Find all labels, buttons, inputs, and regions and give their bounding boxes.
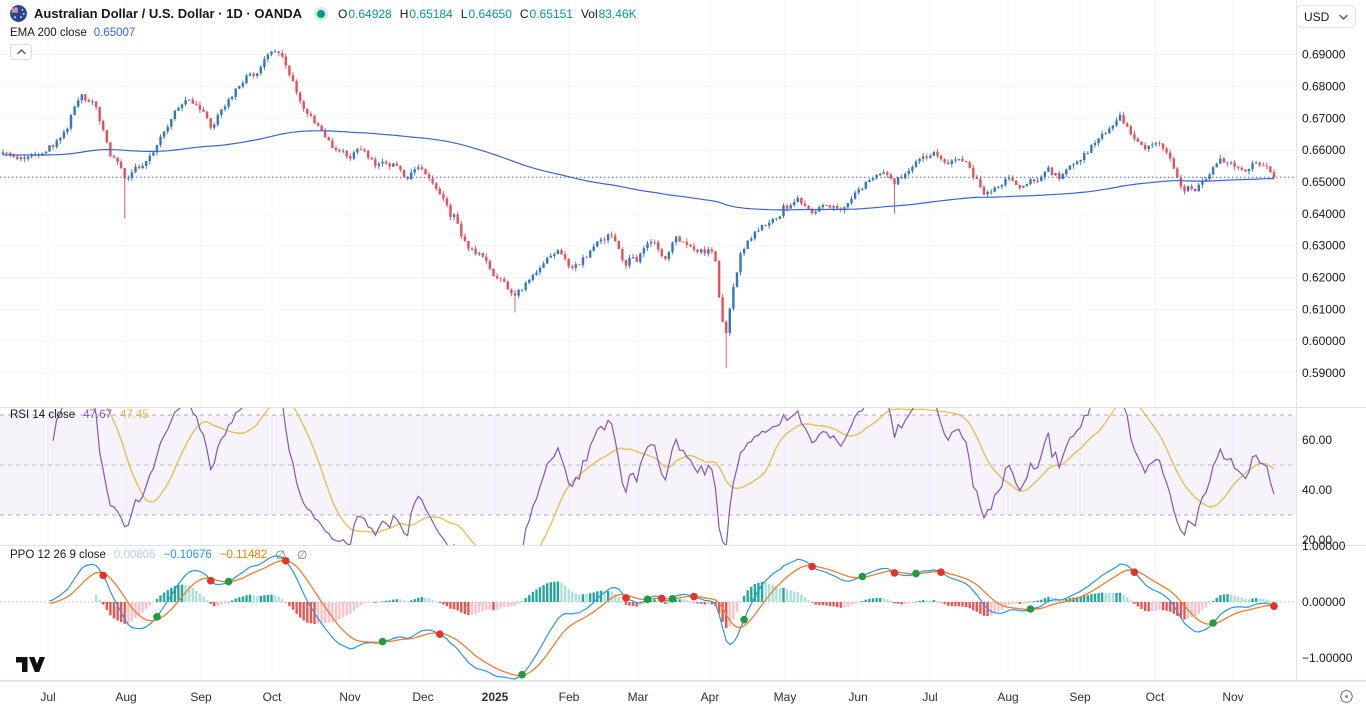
rsi-line — [52, 408, 1275, 545]
tradingview-logo[interactable] — [16, 657, 46, 673]
currency-selector[interactable]: USD — [1296, 5, 1356, 28]
time-axis-label: Aug — [115, 690, 137, 704]
time-axis-label: Jul — [922, 690, 938, 704]
ppo-signal-value: −0.11482 — [219, 549, 268, 561]
price-axis[interactable]: 0.69000 0.68000 0.67000 0.66000 0.65000 0.640… — [1302, 48, 1346, 380]
ppo-indicator-row: PPO 12 26 9 close 0.00806 −0.10676 −0.11… — [10, 548, 311, 562]
grid-horizontal — [0, 54, 1296, 374]
rsi-ma-value: 47.45 — [119, 409, 149, 421]
svg-text:0.64000: 0.64000 — [1302, 207, 1346, 221]
time-axis-label: Jun — [848, 690, 868, 704]
svg-text:0.60000: 0.60000 — [1302, 334, 1346, 348]
rsi-axis[interactable]: 60.00 40.00 20.00 — [1302, 433, 1332, 547]
rsi-band — [0, 414, 1296, 516]
low-value: 0.64650 — [468, 6, 512, 21]
time-axis[interactable]: Jul Aug Sep Oct Nov Dec 2025 Feb Mar Apr May Jun Jul… — [0, 681, 1366, 712]
chevron-up-icon — [16, 49, 26, 55]
ppo-empty-markers: ∅ ∅ — [275, 548, 312, 562]
time-axis-label: Dec — [412, 690, 434, 704]
high-value: 0.65184 — [409, 6, 453, 21]
svg-text:0.63000: 0.63000 — [1302, 239, 1346, 253]
time-axis-label: Feb — [558, 690, 580, 704]
volume-label: Vol — [580, 6, 598, 21]
svg-text:0.69000: 0.69000 — [1302, 48, 1346, 62]
ema-label[interactable]: EMA 200 close — [10, 27, 87, 39]
gear-icon[interactable] — [1339, 689, 1354, 704]
svg-text:−1.00000: −1.00000 — [1302, 651, 1353, 665]
svg-text:20.00: 20.00 — [1302, 533, 1332, 547]
ppo-line-value: −0.10676 — [163, 549, 212, 561]
svg-text:0.66000: 0.66000 — [1302, 143, 1346, 157]
time-axis-label: Mar — [627, 690, 649, 704]
rsi-value: 47.67 — [83, 409, 112, 421]
ppo-line — [49, 555, 1275, 680]
svg-text:0.00000: 0.00000 — [1302, 595, 1346, 609]
time-axis-label: Sep — [1069, 690, 1091, 704]
svg-text:0.59000: 0.59000 — [1302, 366, 1346, 380]
ema-indicator-row: EMA 200 close 0.65007 — [10, 27, 135, 39]
panel-separators — [0, 0, 1366, 681]
time-axis-label: Aug — [997, 690, 1019, 704]
ema-value: 0.65007 — [93, 27, 136, 39]
candlestick-series — [1, 49, 1276, 369]
time-axis-label: Nov — [1222, 690, 1244, 704]
close-value: 0.65151 — [529, 6, 573, 21]
grid-vertical — [47, 0, 1234, 681]
time-axis-label: Apr — [700, 690, 720, 704]
australia-flag-icon — [10, 5, 27, 22]
svg-text:40.00: 40.00 — [1302, 483, 1332, 497]
ppo-hist-value: 0.00806 — [113, 549, 156, 561]
collapse-panel-button[interactable] — [10, 44, 32, 60]
rsi-label[interactable]: RSI 14 close — [10, 409, 76, 421]
volume-value: 83.46K — [598, 6, 637, 21]
time-axis-label: May — [773, 690, 797, 704]
svg-text:0.65000: 0.65000 — [1302, 175, 1346, 189]
time-axis-label: 2025 — [481, 690, 509, 704]
time-axis-label: Oct — [262, 690, 282, 704]
time-axis-label: Nov — [339, 690, 361, 704]
ppo-axis[interactable]: 1.00000 0.00000 −1.00000 — [1302, 539, 1353, 665]
svg-text:60.00: 60.00 — [1302, 433, 1332, 447]
close-label: C — [519, 6, 529, 21]
market-status-dot — [317, 9, 325, 18]
svg-text:1.00000: 1.00000 — [1302, 539, 1346, 553]
symbol-title[interactable]: Australian Dollar / U.S. Dollar · 1D · O… — [34, 6, 302, 21]
symbol-header: Australian Dollar / U.S. Dollar · 1D · O… — [10, 5, 637, 22]
ppo-signal-line — [49, 559, 1275, 677]
ohlc-values: O 0.64928 H 0.65184 L 0.64650 C 0.65151 Vol 8… — [338, 7, 637, 21]
time-axis-label: Sep — [190, 690, 212, 704]
ppo-cross-dots — [99, 557, 1278, 679]
high-label: H — [399, 6, 409, 21]
svg-text:0.62000: 0.62000 — [1302, 271, 1346, 285]
chevron-down-icon — [1339, 14, 1348, 20]
svg-text:0.68000: 0.68000 — [1302, 80, 1346, 94]
svg-text:0.61000: 0.61000 — [1302, 302, 1346, 316]
time-axis-label: Oct — [1145, 690, 1165, 704]
rsi-indicator-row: RSI 14 close 47.67 47.45 — [10, 409, 149, 421]
open-value: 0.64928 — [348, 6, 392, 21]
open-label: O — [338, 6, 348, 21]
low-label: L — [460, 6, 468, 21]
svg-text:0.67000: 0.67000 — [1302, 111, 1346, 125]
currency-selector-value: USD — [1304, 9, 1330, 24]
time-axis-label: Jul — [40, 690, 56, 704]
ppo-label[interactable]: PPO 12 26 9 close — [10, 549, 106, 561]
ema-line — [3, 130, 1274, 211]
